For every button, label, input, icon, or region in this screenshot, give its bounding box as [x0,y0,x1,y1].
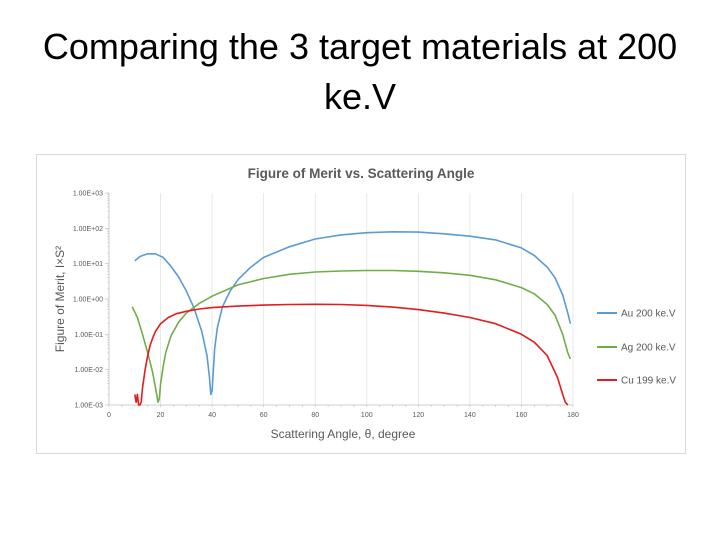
x-tick-label: 120 [412,412,424,419]
chart-frame: 1.00E-03 1.00E-02 1.00E-01 1.00E+00 1.00E+01… [36,154,686,454]
y-tick-label: 1.00E-02 [75,367,104,374]
series-line-1 [131,269,572,403]
chart-svg: 1.00E-03 1.00E-02 1.00E-01 1.00E+00 1.00E+01… [53,166,676,441]
grid-layer [160,193,574,405]
series-line-0 [134,231,572,396]
y-tick-label: 1.00E+01 [73,261,103,268]
y-tick-label: 1.00E+02 [73,226,103,233]
slide-title: Comparing the 3 target materials at 200 … [42,26,678,117]
tick-layer: 1.00E-03 1.00E-02 1.00E-01 1.00E+00 1.00E+01… [73,191,579,420]
y-tick-label: 1.00E+00 [73,297,103,304]
axis-layer [105,192,574,407]
y-tick-label: 1.00E-01 [75,332,104,339]
x-tick-label: 180 [567,412,579,419]
x-axis-label: Scattering Angle, θ, degree [271,427,416,441]
x-tick-label: 100 [361,412,373,419]
series-line-2 [134,303,569,406]
x-tick-label: 140 [464,412,476,419]
series-layer [131,231,572,406]
x-tick-label: 0 [107,412,111,419]
chart-title: Figure of Merit vs. Scattering Angle [248,166,475,181]
legend-label-1: Ag 200 ke.V [621,343,676,354]
legend-label-2: Cu 199 ke.V [621,376,676,387]
y-tick-label: 1.00E+03 [73,191,103,198]
legend-label-0: Au 200 ke.V [621,309,676,320]
y-axis-label: Figure of Merit, I×S² [53,246,67,352]
y-tick-label: 1.00E-03 [75,403,104,410]
x-tick-label: 20 [157,412,165,419]
x-tick-label: 40 [208,412,216,419]
legend: Au 200 ke.V Ag 200 ke.V Cu 199 ke.V [597,309,676,387]
x-tick-label: 60 [260,412,268,419]
x-tick-label: 160 [516,412,528,419]
x-tick-label: 80 [311,412,319,419]
